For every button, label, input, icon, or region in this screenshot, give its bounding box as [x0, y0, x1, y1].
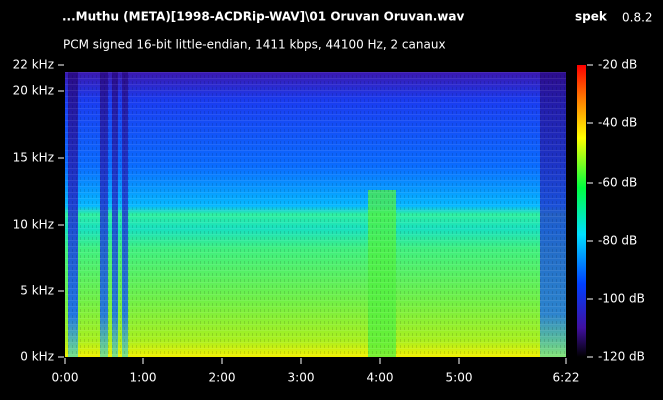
- frequency-label: 5 kHz: [20, 284, 54, 298]
- level-label: -100 dB: [598, 292, 645, 306]
- level-label: -80 dB: [598, 234, 637, 248]
- texture: [65, 72, 566, 357]
- time-label: 4:00: [367, 371, 394, 385]
- frequency-label: 22 kHz: [13, 58, 54, 72]
- level-label: -60 dB: [598, 176, 637, 190]
- frequency-label: 15 kHz: [13, 151, 54, 165]
- app-name: spek: [575, 10, 608, 24]
- frequency-label: 0 kHz: [20, 350, 54, 364]
- time-label: 3:00: [288, 371, 315, 385]
- file-title: ...Muthu (META)[1998-ACDRip-WAV]\01 Oruv…: [62, 10, 464, 24]
- frequency-label: 20 kHz: [13, 84, 54, 98]
- app-version: 0.8.2: [622, 11, 653, 25]
- color-scale: [577, 65, 586, 357]
- level-label: -120 dB: [598, 350, 645, 364]
- time-label: 2:00: [209, 371, 236, 385]
- spectrogram: [65, 65, 566, 357]
- level-label: -20 dB: [598, 58, 637, 72]
- frequency-label: 10 kHz: [13, 218, 54, 232]
- time-label: 1:00: [130, 371, 157, 385]
- time-label: 5:00: [446, 371, 473, 385]
- time-label: 0:00: [52, 371, 79, 385]
- audio-info: PCM signed 16-bit little-endian, 1411 kb…: [63, 38, 446, 52]
- time-label: 6:22: [553, 371, 580, 385]
- level-label: -40 dB: [598, 116, 637, 130]
